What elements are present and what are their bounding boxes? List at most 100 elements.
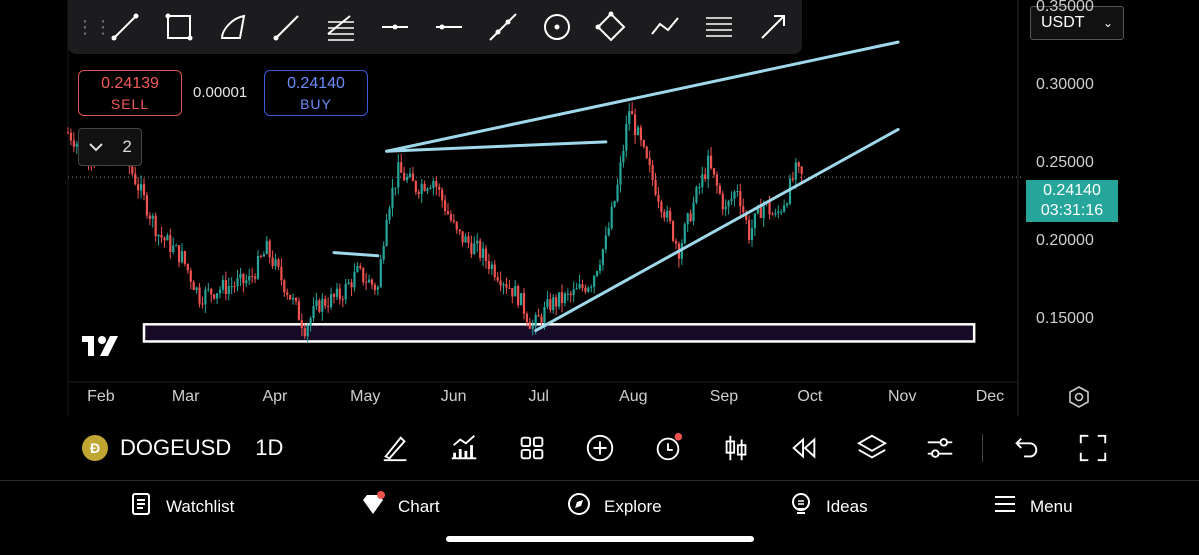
candle-body: [405, 176, 409, 181]
last-price: 0.24140: [1043, 182, 1101, 199]
candle-body: [376, 287, 379, 290]
candle-body: [169, 235, 172, 253]
candle-body: [210, 288, 213, 295]
candle-body: [251, 275, 254, 277]
undo-button[interactable]: [991, 423, 1059, 473]
buy-button[interactable]: 0.24140 BUY: [264, 70, 368, 116]
candle-body: [511, 288, 514, 297]
indicators-collapse-button[interactable]: 2: [78, 128, 142, 166]
nav-chart[interactable]: Chart: [360, 491, 440, 522]
rectangle-tool-button[interactable]: [152, 5, 206, 49]
time-tick-label: Jul: [528, 388, 549, 405]
rectangle-icon: [165, 13, 193, 41]
chevron-down-icon: [88, 137, 104, 157]
candle-body: [695, 187, 698, 203]
fib-retracement-tool-button[interactable]: [314, 5, 368, 49]
lower-trendline: [534, 127, 900, 333]
nav-ideas[interactable]: Ideas: [788, 491, 868, 522]
nav-menu[interactable]: Menu: [992, 491, 1073, 522]
sell-button[interactable]: 0.24139 SELL: [78, 70, 182, 116]
candle-body: [350, 282, 353, 288]
fullscreen-button[interactable]: [1059, 423, 1127, 473]
nav-watchlist[interactable]: Watchlist: [128, 491, 234, 522]
arrow-tool-button[interactable]: [746, 5, 800, 49]
bottom-toolbar: Ð DOGEUSD 1D: [68, 418, 1130, 478]
symbol-selector[interactable]: Ð DOGEUSD 1D: [68, 435, 362, 461]
candle-body: [727, 201, 730, 207]
polyline-tool-button[interactable]: [638, 5, 692, 49]
replay-button[interactable]: [770, 423, 838, 473]
candle-body: [745, 212, 748, 220]
candle-body: [733, 191, 736, 199]
nav-explore[interactable]: Explore: [566, 491, 662, 522]
add-button[interactable]: [566, 423, 634, 473]
candle-body: [213, 294, 216, 299]
templates-icon: [520, 436, 544, 460]
ray-tool-button[interactable]: [260, 5, 314, 49]
candle-body: [537, 315, 540, 317]
time-tick-label: Apr: [262, 388, 288, 405]
candle-body: [543, 306, 546, 323]
interval-button[interactable]: 1D: [255, 435, 284, 460]
candle-body: [306, 325, 309, 337]
fib-retracement-icon: [327, 15, 354, 41]
candle-body: [175, 245, 178, 247]
horizontal-line-tool-button[interactable]: [422, 5, 476, 49]
drag-handle-icon[interactable]: ⋮⋮: [76, 16, 112, 37]
time-tick-label: Jun: [440, 388, 467, 405]
layers-button[interactable]: [838, 423, 906, 473]
settings-button[interactable]: [906, 423, 974, 473]
sell-price: 0.24139: [101, 75, 159, 92]
candle-body: [207, 288, 210, 290]
currency-select[interactable]: USDT ⌄: [1030, 6, 1124, 40]
candle-body: [759, 206, 762, 219]
draw-button[interactable]: [362, 423, 430, 473]
candle-body: [160, 234, 163, 238]
home-indicator: [446, 536, 754, 542]
nav-label: Chart: [398, 496, 440, 516]
candle-body: [268, 240, 271, 258]
candle-body: [771, 214, 774, 216]
templates-button[interactable]: [498, 423, 566, 473]
candle-body: [318, 300, 321, 312]
circle-tool-button[interactable]: [530, 5, 584, 49]
candle-body: [271, 257, 274, 267]
rotated-rectangle-tool-button[interactable]: [584, 5, 638, 49]
alert-button[interactable]: [634, 423, 702, 473]
candle-body: [458, 229, 461, 232]
candle-body: [750, 228, 754, 241]
path-tool-button[interactable]: [206, 5, 260, 49]
candle-body: [721, 193, 724, 210]
currency-value: USDT: [1041, 14, 1085, 31]
candle-body: [780, 211, 783, 213]
explore-icon: [566, 491, 604, 522]
candle-body: [189, 270, 192, 282]
draw-icon: [383, 436, 407, 462]
candle-body: [622, 150, 625, 163]
candle-body: [525, 313, 529, 323]
horizontal-ray-tool-button[interactable]: [368, 5, 422, 49]
candle-body: [426, 188, 429, 191]
candle-body: [785, 203, 789, 206]
sell-label: SELL: [110, 96, 150, 112]
lines-tool-button[interactable]: [692, 5, 746, 49]
support-zone-rectangle: [142, 323, 976, 343]
candle-body: [610, 206, 613, 229]
candle-body: [560, 292, 564, 304]
candles-button[interactable]: [702, 423, 770, 473]
candle-body: [660, 201, 663, 212]
candle-body: [557, 292, 561, 307]
indicators-button[interactable]: [430, 423, 498, 473]
candle-body: [686, 213, 689, 225]
axis-settings-icon[interactable]: [1068, 386, 1090, 413]
extended-line-tool-button[interactable]: [476, 5, 530, 49]
candle-body: [248, 275, 251, 281]
fullscreen-icon: [1079, 434, 1107, 462]
candle-body: [563, 293, 567, 304]
candle-body: [277, 259, 280, 267]
drawing-toolbar: ⋮⋮: [68, 0, 802, 54]
candle-body: [625, 123, 628, 151]
trend-line-tool-button[interactable]: [98, 5, 152, 49]
candle-body: [253, 276, 257, 279]
